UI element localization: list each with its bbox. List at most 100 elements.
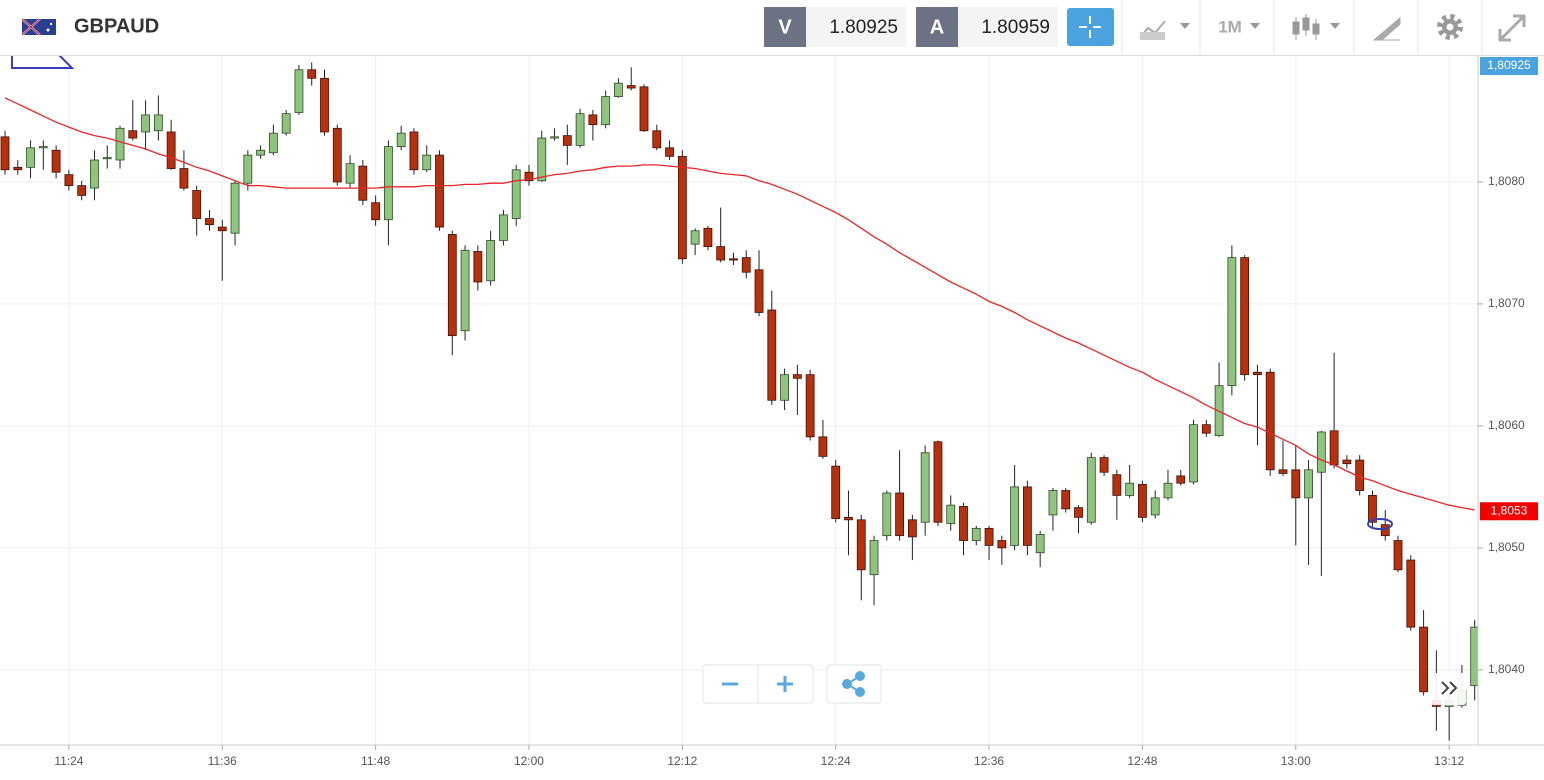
candle-body [0,136,10,171]
candle-body [639,86,649,132]
y-tick-label: 1,8060 [1488,418,1525,432]
candle-body [77,185,87,196]
y-tick-label: 1,8080 [1488,174,1525,188]
candle-body [1470,626,1478,687]
candle-body [64,174,74,187]
candle-body [716,246,726,261]
candle-body [1368,495,1377,523]
grid [0,56,1478,745]
candle-body [729,258,738,261]
flag-icon [21,18,56,36]
candle-body [665,147,674,157]
candle-body [920,452,930,523]
x-tick-label: 11:24 [54,754,83,768]
candle-body [1253,371,1262,376]
candle-body [1227,257,1237,387]
candle-body [537,137,547,182]
ask-label: A [930,16,944,38]
candle-body [447,234,457,337]
candle-body [345,163,355,184]
price-tag-label: 1,8053 [1491,503,1528,517]
candle-body [984,527,994,546]
candle-body [13,166,23,171]
candle-body [562,135,572,146]
candle-body [511,169,521,219]
candle-body [959,505,968,541]
candle-body [1176,475,1186,484]
fullscreen-button[interactable] [1498,14,1526,42]
candle-body [856,519,866,571]
candle-body [780,374,789,401]
candle-body [332,127,342,183]
candle-body [1189,424,1198,483]
candle-body [1048,490,1058,516]
candle-body [1125,482,1135,496]
candle-body [383,146,393,221]
crosshair-button[interactable] [1067,8,1114,46]
candle-body [281,113,291,134]
candle-body [1150,497,1160,516]
bid-box[interactable] [806,7,906,47]
candle-body [677,155,687,260]
candle-body [1265,371,1275,471]
scroll-end-icon [1441,681,1458,695]
axes: 1,8040 1,8050 1,8060 1,8070 1,8080 11:24 11:36… [54,57,1538,768]
x-tick-label: 11:36 [208,754,237,768]
candle-body [473,251,483,283]
candle-body [869,540,879,576]
x-tick-label: 12:36 [974,754,1004,768]
candle-body [1023,486,1032,546]
candle-body [294,69,304,113]
candle-body [652,130,662,149]
candle-body [409,131,419,171]
candle-body [422,154,432,171]
candle-body [946,504,956,524]
candle-body [1380,524,1390,537]
price-tag [1480,57,1538,75]
candle-body [1419,626,1428,693]
candle-body [1278,469,1288,474]
candle-body [767,309,777,401]
candle-body [192,190,202,219]
bid-label: V [778,16,792,38]
candle-body [1393,540,1403,571]
candle-body [396,132,406,147]
candle-body [243,154,253,184]
candle-body [550,136,559,139]
candle-body [1406,559,1416,628]
candle-type-button[interactable] [1292,14,1340,40]
zoom-in-button[interactable] [777,676,793,692]
candle-body [435,154,444,228]
settings-button[interactable] [1437,14,1463,40]
candle-body [524,171,534,182]
y-tick-label: 1,8050 [1488,540,1525,554]
candle-body [844,516,853,521]
ask-box[interactable] [958,7,1058,47]
candle-body [205,218,214,226]
candle-body [102,157,112,160]
zoom-controls [702,664,1466,705]
candle-body [588,114,598,126]
candle-body [358,165,368,201]
chart-type-button[interactable] [1139,20,1190,40]
candle-body [754,269,764,313]
candle-body [90,159,99,189]
candle-body [1329,430,1339,466]
timeframe[interactable]: 1M [1218,17,1242,36]
candle-body [460,249,470,332]
candle-body [1163,482,1173,499]
candle-body [1086,457,1096,523]
candle-body [1112,474,1122,496]
symbol: GBPAUD [74,15,159,37]
candle-body [997,540,1007,549]
share-button[interactable] [842,671,865,697]
candle-body [831,465,841,519]
candle-body [153,114,163,132]
candle-body [933,441,943,523]
candle-body [1201,424,1211,434]
y-tick-label: 1,8070 [1488,296,1525,310]
x-tick-label: 13:00 [1281,754,1311,768]
candle-body [1074,507,1083,518]
header: GBPAUD V 1.80925 A 1.80959 1M [0,0,1544,56]
drawing-tool-button[interactable] [1372,16,1401,41]
